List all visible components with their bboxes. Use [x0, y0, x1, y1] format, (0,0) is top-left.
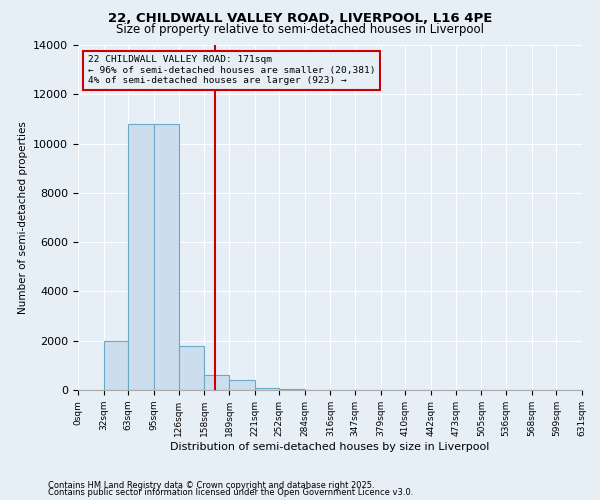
Bar: [204, 375, 229, 390]
Bar: [229, 380, 254, 390]
X-axis label: Distribution of semi-detached houses by size in Liverpool: Distribution of semi-detached houses by …: [170, 442, 490, 452]
Bar: [179, 346, 204, 390]
Bar: [254, 388, 279, 390]
Text: 22 CHILDWALL VALLEY ROAD: 171sqm
← 96% of semi-detached houses are smaller (20,3: 22 CHILDWALL VALLEY ROAD: 171sqm ← 96% o…: [88, 56, 376, 85]
Y-axis label: Number of semi-detached properties: Number of semi-detached properties: [17, 121, 28, 314]
Bar: [279, 389, 305, 390]
Text: 22, CHILDWALL VALLEY ROAD, LIVERPOOL, L16 4PE: 22, CHILDWALL VALLEY ROAD, LIVERPOOL, L1…: [108, 12, 492, 26]
Text: Contains HM Land Registry data © Crown copyright and database right 2025.: Contains HM Land Registry data © Crown c…: [48, 480, 374, 490]
Text: Contains public sector information licensed under the Open Government Licence v3: Contains public sector information licen…: [48, 488, 413, 497]
Bar: [104, 340, 128, 390]
Bar: [128, 124, 154, 390]
Bar: [154, 124, 179, 390]
Text: Size of property relative to semi-detached houses in Liverpool: Size of property relative to semi-detach…: [116, 22, 484, 36]
